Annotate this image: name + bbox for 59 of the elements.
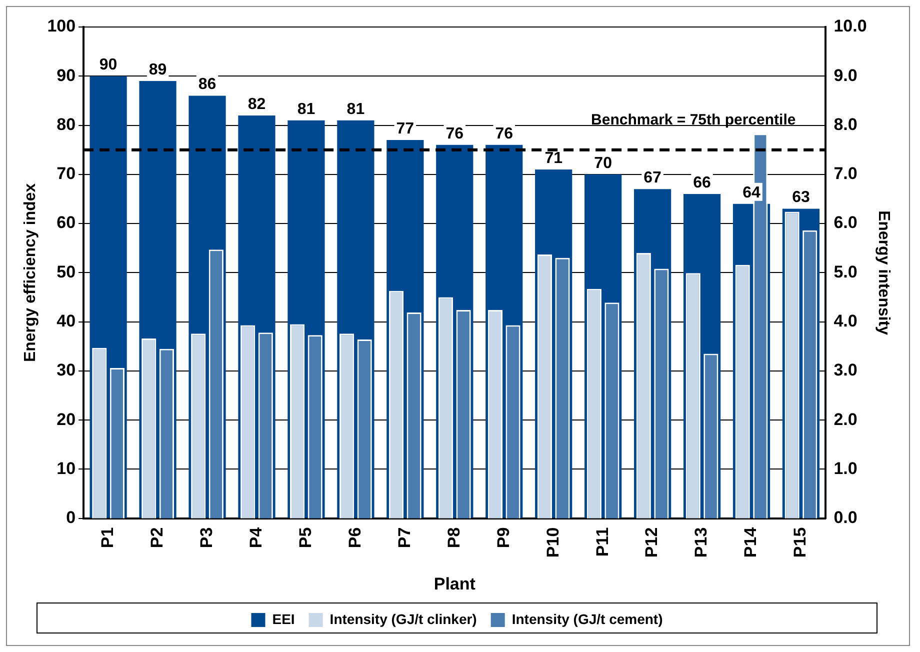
data-label: 86 (198, 76, 216, 94)
y2-axis-title: Energy intensity (874, 210, 892, 336)
x-tick-label: P10 (543, 527, 562, 558)
x-tick-label: P8 (444, 527, 464, 548)
x-tick-label: P14 (741, 526, 760, 558)
y-tick-label: 100 (47, 16, 76, 36)
y2-tick-label: 9.0 (834, 66, 858, 85)
data-label: 90 (99, 56, 118, 74)
x-tick-label: P15 (790, 527, 810, 558)
legend-label: Intensity (GJ/t clinker) (330, 610, 477, 627)
y2-tick-label: 2.0 (834, 410, 858, 429)
y2-tick-label: 6.0 (834, 213, 858, 232)
y2-tick-label: 1.0 (834, 458, 858, 478)
data-label: 77 (396, 120, 414, 138)
data-label: 76 (495, 125, 514, 142)
x-tick-label: P11 (592, 527, 612, 557)
x-tick-label: P13 (692, 527, 711, 558)
y2-tick-label: 8.0 (834, 114, 858, 134)
x-tick-label: P7 (394, 527, 414, 548)
data-label: 70 (594, 154, 612, 172)
y2-tick-label: 7.0 (834, 164, 858, 184)
x-tick-label: P1 (98, 527, 117, 548)
y-tick-label: 10 (56, 458, 76, 478)
x-tick-label: P12 (642, 527, 662, 558)
y-tick-label: 80 (56, 114, 76, 134)
x-tick-label: P3 (196, 527, 216, 548)
ref-line-label: Benchmark = 75th percentile (591, 111, 796, 128)
data-label: 81 (297, 100, 316, 118)
data-label: 76 (446, 125, 464, 142)
y-axis-title: Energy efficiency index (22, 183, 40, 362)
data-label: 64 (742, 184, 760, 202)
legend-label: EEI (272, 610, 295, 627)
y-tick-label: 60 (56, 213, 76, 232)
data-label: 89 (148, 61, 167, 78)
y-tick-label: 40 (56, 312, 76, 330)
data-label: 82 (248, 96, 266, 113)
data-label: 63 (792, 189, 810, 206)
y-tick-label: 90 (56, 66, 76, 85)
y2-tick-label: 4.0 (834, 312, 858, 330)
data-label: 71 (544, 150, 563, 167)
x-tick-label: P2 (147, 527, 166, 548)
y2-tick-label: 5.0 (834, 262, 858, 282)
y2-tick-label: 10.0 (834, 16, 867, 36)
y-tick-label: 20 (56, 410, 76, 429)
y-tick-label: 30 (56, 360, 76, 380)
data-label: 67 (644, 170, 662, 187)
legend-label: Intensity (GJ/t cement) (512, 610, 663, 627)
x-axis-title: Plant (434, 574, 476, 594)
data-label: 81 (346, 100, 365, 118)
data-label: 66 (693, 174, 712, 192)
x-tick-label: P9 (494, 527, 513, 548)
x-tick-label: P5 (296, 527, 315, 548)
x-tick-label: P4 (246, 526, 266, 548)
x-tick-label: P6 (345, 527, 364, 548)
y-tick-label: 0 (66, 508, 76, 528)
y-tick-label: 70 (56, 164, 76, 184)
y-tick-label: 50 (56, 262, 76, 282)
y2-tick-label: 3.0 (834, 360, 858, 380)
y2-tick-label: 0.0 (834, 508, 858, 528)
